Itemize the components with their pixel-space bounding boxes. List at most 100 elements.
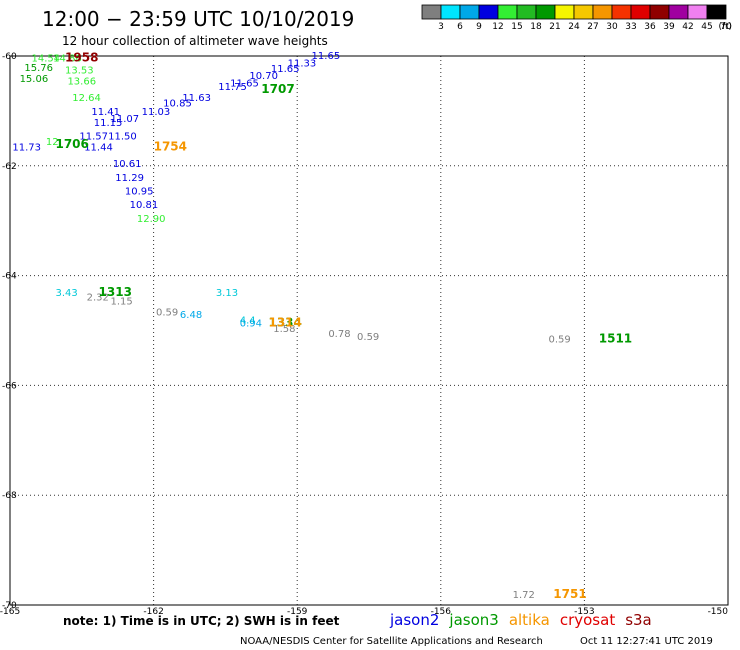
axis-ticks: -165 -162 -159 -156 -153 -150 -60 -62 -64 -66 -68 -…: [0, 52, 728, 617]
swh-value-label: 11.65: [230, 78, 259, 89]
swh-value-label: 11.07: [111, 114, 140, 125]
swh-value-label: 11.63: [182, 93, 211, 104]
pass-time-label: 1707: [261, 82, 294, 96]
swh-value-label: 1.58: [273, 324, 295, 335]
lat-tick-label: -60: [2, 52, 17, 62]
colorbar-level-label: 27: [587, 22, 598, 32]
swh-value-label: 11.65: [312, 51, 341, 62]
colorbar-swatch: [440, 4, 461, 20]
lon-tick-label: -156: [431, 607, 452, 617]
colorbar-level-label: 39: [663, 22, 675, 32]
colorbar-level-label: 9: [476, 22, 482, 32]
swh-value-label: 13.66: [67, 77, 96, 88]
swh-value-label: 12: [46, 137, 59, 148]
satellite-legend-item: s3a: [625, 611, 652, 629]
colorbar-swatch: [459, 4, 480, 20]
swh-value-label: 11.73: [12, 143, 41, 154]
colorbar-swatch: [573, 4, 594, 20]
colorbar-level-label: 12: [492, 22, 503, 32]
swh-value-label: 11.41: [91, 107, 120, 118]
swh-value-label: 11.44: [84, 143, 113, 154]
colorbar-level-label: 36: [644, 22, 656, 32]
swh-value-label: 3.43: [55, 288, 77, 299]
colorbar-level-label: 70: [720, 22, 732, 32]
pass-time-label: 1314: [268, 315, 301, 329]
swh-value-label: 1.15: [111, 296, 133, 307]
lon-tick-label: -159: [287, 607, 308, 617]
colorbar-level-label: 30: [606, 22, 618, 32]
colorbar-swatch: [611, 4, 632, 20]
swh-value-label: 12.90: [137, 214, 166, 225]
map-frame: [9, 55, 729, 606]
colorbar-level-label: 33: [625, 22, 636, 32]
colorbar-swatch: [497, 4, 518, 20]
footer-credit: NOAA/NESDIS Center for Satellite Applica…: [240, 636, 543, 647]
swh-value-label: 11.57: [79, 132, 108, 143]
colorbar-swatch: [535, 4, 556, 20]
swh-value-label: 10.85: [163, 99, 192, 110]
swh-value-label: 0.78: [328, 329, 350, 340]
lat-tick-label: -64: [2, 272, 17, 282]
swh-value-label: 11.29: [115, 173, 144, 184]
colorbar-swatch: [630, 4, 651, 20]
pass-time-label: 1334: [268, 315, 301, 329]
lon-tick-label: -153: [574, 607, 594, 617]
footer-note: note: 1) Time is in UTC; 2) SWH is in fe…: [63, 614, 340, 628]
colorbar-swatch: [554, 4, 575, 20]
colorbar-swatch: [706, 4, 727, 20]
colorbar-swatch: [516, 4, 537, 20]
swh-value-label: 6.48: [180, 310, 202, 321]
satellite-legend: jason2 jason3 altika cryosat s3a: [389, 611, 652, 629]
swh-value-label: 15.06: [20, 74, 49, 85]
pass-time-label: 1958: [65, 51, 98, 65]
lat-tick-label: -70: [2, 601, 17, 611]
colorbar-level-label: 24: [568, 22, 580, 32]
swh-value-label: 11.50: [108, 132, 137, 143]
colorbar-level-label: 42: [682, 22, 693, 32]
colorbar-unit: (ft): [718, 22, 732, 32]
swh-value-label: 0.94: [240, 318, 262, 329]
swh-value-label: 14.54: [32, 54, 61, 65]
colorbar-level-label: 6: [457, 22, 463, 32]
pass-time-label: 1706: [55, 137, 88, 151]
satellite-legend-item: altika: [509, 611, 550, 629]
swh-value-label: 10.81: [130, 200, 159, 211]
swh-value-label: 11.03: [142, 107, 171, 118]
swh-value-label: 13.53: [65, 66, 94, 77]
swh-value-label: 1.72: [513, 590, 535, 601]
colorbar-swatch: [687, 4, 708, 20]
swh-value-label: 2.32: [87, 292, 109, 303]
pass-time-label: 1754: [154, 140, 187, 154]
colorbar-swatch: [668, 4, 689, 20]
colorbar-swatch: [421, 4, 442, 20]
pass-time-label: 1751: [553, 587, 586, 601]
swh-value-label: 14.86: [53, 54, 82, 65]
lat-tick-label: -66: [2, 381, 17, 391]
swh-value-label: 10.70: [249, 71, 278, 82]
swh-value-label: 0.59: [549, 335, 571, 346]
lon-tick-label: -162: [143, 607, 163, 617]
lon-tick-label: -150: [708, 607, 729, 617]
satellite-legend-item: jason3: [448, 611, 498, 629]
colorbar-swatch: [478, 4, 499, 20]
colorbar-swatch: [649, 4, 670, 20]
swh-value-label: 11.75: [218, 82, 247, 93]
swh-value-label: 4.4: [240, 316, 256, 327]
swh-value-label: 0.59: [156, 307, 178, 318]
swh-value-label: 11.15: [94, 118, 123, 129]
lon-tick-label: -165: [0, 607, 20, 617]
lat-tick-label: -68: [2, 491, 17, 501]
swh-value-label: 15.76: [24, 63, 53, 74]
swh-value-label: 0.59: [357, 332, 379, 343]
swh-value-label: 11.33: [288, 59, 317, 70]
map-title: 12:00 − 23:59 UTC 10/10/2019: [42, 7, 354, 31]
colorbar-level-label: 18: [530, 22, 542, 32]
footer-timestamp: Oct 11 12:27:41 UTC 2019: [580, 636, 713, 647]
swh-value-label: 12.64: [72, 93, 101, 104]
satellite-legend-item: jason2: [389, 611, 439, 629]
colorbar-legend: 3 6 9 12 15 18 21 24 27 30 33 36 39 42 45 70(ft): [421, 4, 732, 32]
colorbar-level-label: 45: [701, 22, 712, 32]
